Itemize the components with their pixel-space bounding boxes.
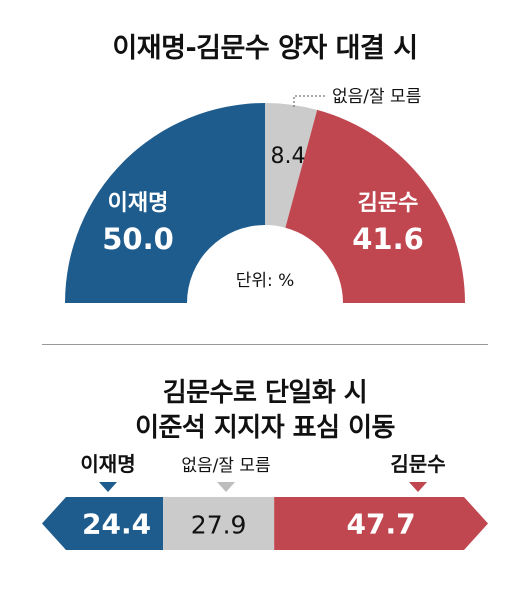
bar-label-none: 없음/잘 모름	[181, 456, 270, 476]
label-kim-value: 41.6	[352, 222, 424, 256]
label-kim-name: 김문수	[358, 191, 419, 216]
marker-kim	[409, 482, 427, 492]
unit-note: 단위: %	[236, 271, 295, 291]
marker-none	[217, 482, 235, 492]
divider	[42, 344, 488, 345]
bar-value-kim: 47.7	[347, 508, 416, 541]
bar-segment-kim	[274, 497, 488, 550]
slice-kim	[285, 109, 465, 303]
bar-label-lee: 이재명	[80, 452, 135, 476]
bar-value-lee: 24.4	[82, 508, 151, 541]
marker-lee	[99, 482, 117, 492]
label-none-name: 없음/잘 모름	[332, 87, 421, 107]
bar-value-none: 27.9	[191, 511, 247, 540]
chart-title-line2: 이준석 지지자 표심 이동	[135, 413, 395, 443]
label-lee-value: 50.0	[102, 222, 174, 256]
slice-none	[265, 103, 318, 228]
bar-label-kim: 김문수	[390, 452, 445, 476]
label-none-value: 8.4	[271, 144, 306, 169]
label-lee-name: 이재명	[108, 191, 169, 216]
chart-title-matchup: 이재명-김문수 양자 대결 시	[112, 33, 418, 64]
slice-lee	[65, 103, 265, 303]
leader-line-none	[293, 95, 326, 107]
chart-title-line1: 김문수로 단일화 시	[162, 378, 368, 408]
bar-segment-none	[163, 497, 275, 550]
bar-segment-lee	[42, 497, 164, 550]
